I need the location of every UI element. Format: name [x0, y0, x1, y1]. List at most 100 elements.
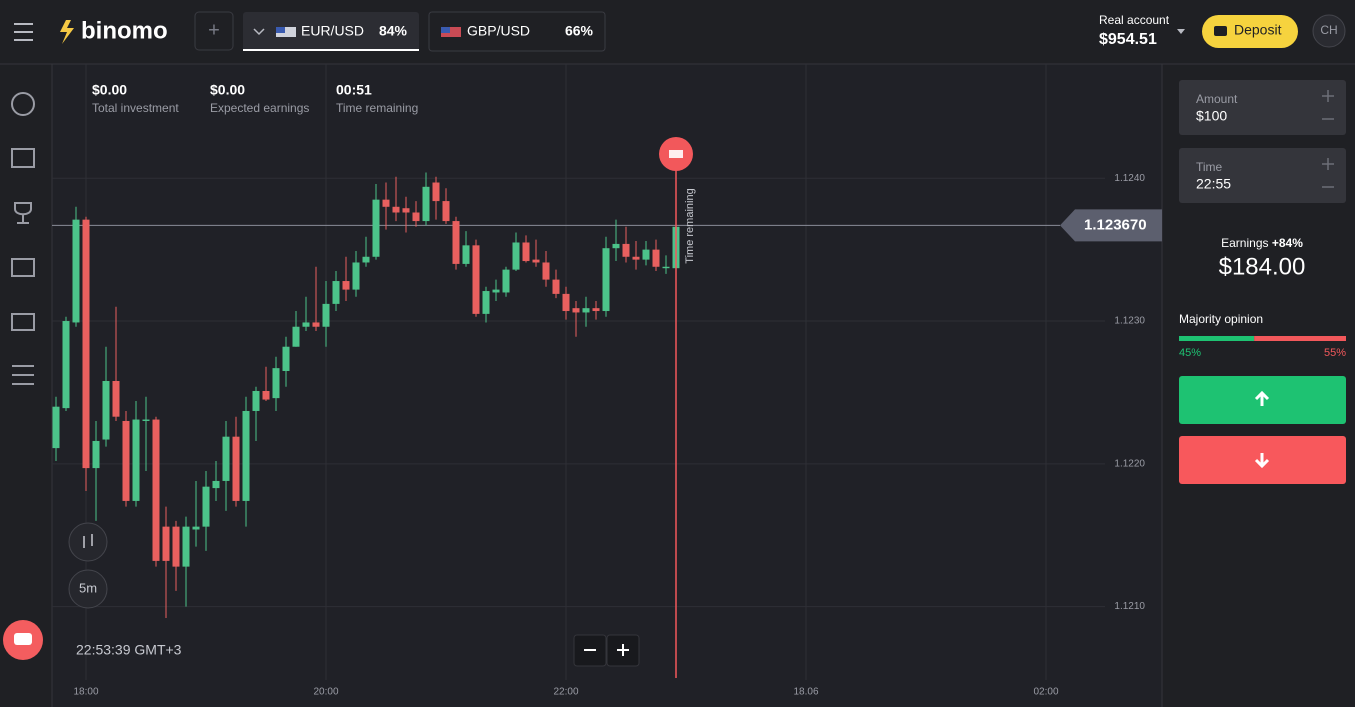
tab-payout: 84% — [379, 23, 408, 39]
price-tag — [1060, 209, 1162, 242]
candle-body — [292, 326, 300, 347]
tab-name: GBP/USD — [467, 23, 530, 39]
time-label: Time — [1196, 160, 1223, 174]
candle-body — [252, 390, 260, 411]
majority-segment — [1179, 336, 1255, 341]
clock: 22:53:39 GMT+3 — [76, 642, 182, 658]
candle-body — [232, 436, 240, 501]
candle-body — [112, 380, 120, 417]
tab[interactable] — [243, 12, 419, 51]
time-stepper[interactable] — [1322, 158, 1334, 188]
candle-body — [572, 308, 580, 313]
history-icon[interactable] — [11, 92, 35, 116]
menu-button[interactable] — [14, 23, 33, 41]
chart-icon[interactable] — [11, 148, 35, 168]
earnings-line: Earnings +84% — [1221, 236, 1303, 250]
account-label[interactable]: Real account — [1099, 13, 1170, 27]
majority-bar: 45% 55% — [1179, 336, 1346, 359]
candle-body — [452, 221, 460, 264]
plus-icon — [617, 644, 629, 656]
expiry-label: Time remaining — [684, 188, 696, 263]
balance[interactable]: $954.51 — [1099, 31, 1157, 48]
candle-body — [462, 245, 470, 264]
candle-body — [412, 212, 420, 222]
calendar-icon[interactable] — [11, 258, 35, 277]
stat-value: $0.00 — [210, 82, 245, 98]
majority-label: Majority opinion — [1179, 312, 1263, 326]
price-label: 1.123670 — [1084, 216, 1147, 233]
candle-body — [302, 322, 310, 327]
stat-value: $0.00 — [92, 82, 127, 98]
majority-down-label: 55% — [1324, 347, 1346, 359]
add-tab-button[interactable] — [194, 11, 234, 51]
candle-body — [122, 420, 130, 501]
candle-body — [202, 486, 210, 527]
candle-body — [552, 279, 560, 294]
candle-body — [132, 419, 140, 501]
candle-body — [432, 182, 440, 202]
candle-body — [642, 249, 650, 260]
candle-body — [632, 256, 640, 260]
candle-body — [282, 346, 290, 371]
chevron — [253, 28, 265, 36]
candle-body — [652, 249, 660, 267]
avatar[interactable] — [1312, 14, 1346, 48]
candle-body — [502, 269, 510, 293]
header — [0, 0, 1355, 64]
candle-body — [662, 266, 670, 269]
candle-body — [142, 419, 150, 421]
candle-body — [192, 526, 200, 530]
candle-body — [512, 242, 520, 270]
earnings-label: Earnings — [1221, 236, 1268, 250]
timeframe-button[interactable] — [68, 569, 108, 609]
logo-icon — [60, 20, 74, 44]
time-field[interactable] — [1179, 148, 1346, 203]
x-tick-label: 02:00 — [1033, 687, 1058, 698]
candle-body — [92, 440, 100, 469]
candle-body — [442, 201, 450, 222]
account-dropdown[interactable] — [1177, 29, 1185, 34]
candle-body — [532, 259, 540, 263]
x-tick-label: 20:00 — [313, 687, 338, 698]
x-tick-label: 18:00 — [73, 687, 98, 698]
logo[interactable]: binomo — [81, 17, 168, 44]
x-tick-label: 18.06 — [793, 687, 818, 698]
candle-body — [372, 199, 380, 257]
amount-stepper[interactable] — [1322, 90, 1334, 120]
candle-body — [602, 248, 610, 312]
finish-flag — [669, 150, 683, 158]
chart-area — [52, 64, 1162, 707]
avatar-initials: CH — [1320, 23, 1337, 37]
candle-body — [212, 480, 220, 489]
chart-type-button[interactable] — [68, 522, 108, 562]
time: 22:55 — [1196, 176, 1231, 192]
candle-body — [472, 245, 480, 314]
stat-label: Total investment — [92, 101, 179, 115]
candle-body — [182, 526, 190, 567]
left-nav — [11, 92, 35, 385]
candle-body — [152, 419, 160, 561]
candle-body — [582, 308, 590, 313]
candle-body — [612, 243, 620, 249]
wallet-icon — [1214, 26, 1227, 36]
trophy-icon[interactable] — [14, 202, 32, 224]
candle-body — [272, 368, 280, 399]
deposit-button[interactable] — [1202, 15, 1298, 48]
candle-body — [242, 410, 250, 501]
candle-body — [332, 281, 340, 304]
amount-field[interactable] — [1179, 80, 1346, 135]
tab-underline — [243, 49, 419, 51]
y-tick-label: 1.1210 — [1114, 601, 1145, 612]
candle-body — [102, 380, 110, 440]
flag-part — [441, 27, 450, 33]
settings-icon[interactable] — [12, 365, 34, 385]
tab-name: EUR/USD — [301, 23, 364, 39]
y-tick-label: 1.1220 — [1114, 458, 1145, 469]
up-arrow — [1254, 390, 1270, 406]
gift-icon[interactable] — [11, 313, 35, 331]
candle-body — [222, 436, 230, 481]
tab[interactable] — [428, 11, 606, 52]
candle-body — [562, 293, 570, 312]
